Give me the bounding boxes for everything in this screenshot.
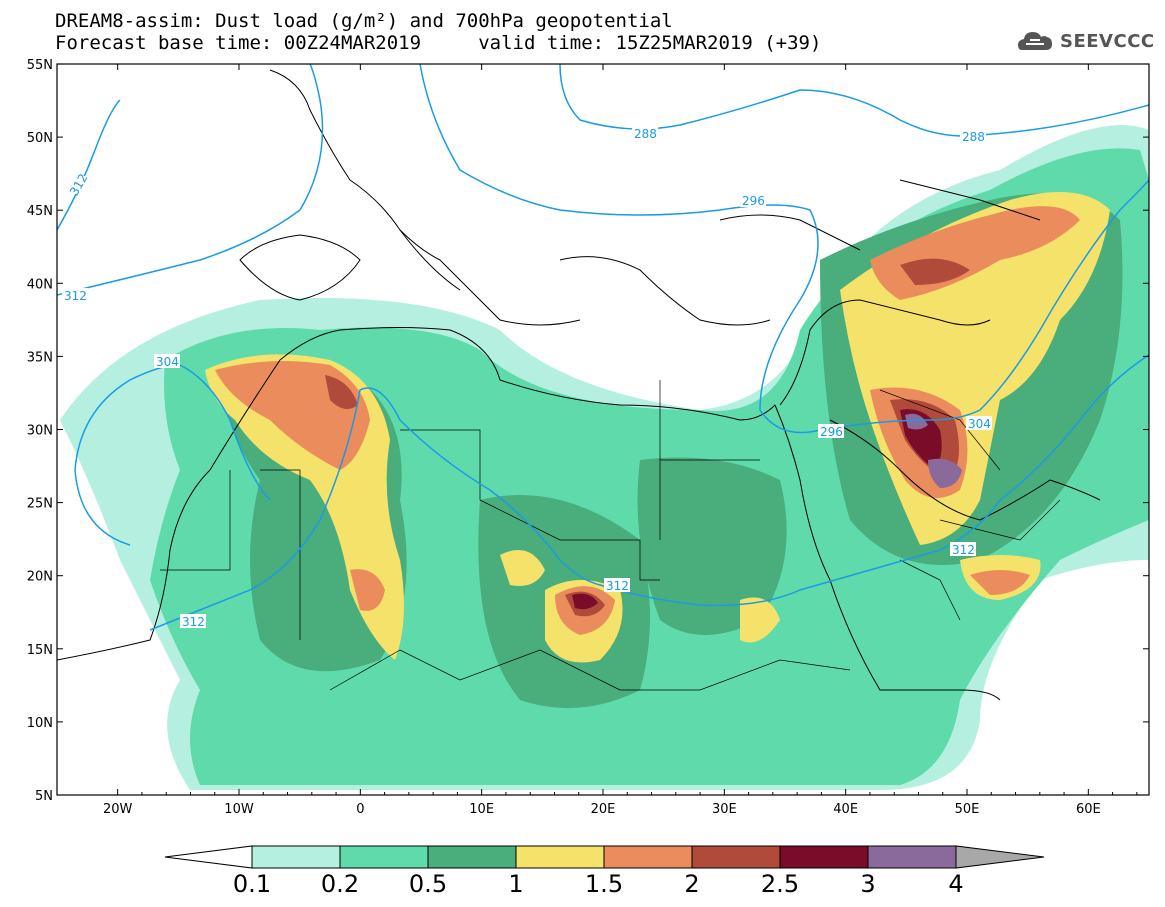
lat-tick-label: 10N (27, 716, 53, 731)
dust-shade-3 (928, 458, 962, 488)
colorbar-high-triangle (955, 845, 1045, 869)
lat-tick-label: 30N (27, 424, 53, 439)
contour-label: 312 (606, 579, 629, 593)
lon-tick-label: 10W (224, 802, 254, 817)
dust-field (60, 125, 1149, 790)
colorbar-swatch (339, 845, 429, 869)
lon-tick-label: 40E (833, 802, 858, 817)
lon-tick-label: 60E (1076, 802, 1101, 817)
colorbar-level-label: 0.5 (408, 870, 448, 898)
colorbar-level-label: 1 (508, 870, 524, 898)
colorbar-swatch (603, 845, 693, 869)
colorbar-level-label: 3 (860, 870, 876, 898)
dust-shade-1 (740, 597, 780, 643)
political-borders (160, 380, 1061, 691)
dust-shade-1 (500, 550, 545, 586)
dust-shade-3 (905, 413, 928, 430)
contour-label: 312 (64, 289, 87, 303)
latitude-axis: 5N 10N 15N 20N 25N 30N 35N 40N 45N 50N 55N (27, 58, 1149, 804)
lat-tick-label: 45N (27, 204, 53, 219)
colorbar-level-label: 0.2 (320, 870, 360, 898)
dust-shade-1.5 (350, 569, 385, 611)
dust-shade-1.5 (970, 570, 1030, 595)
contour-label: 304 (156, 355, 179, 369)
colorbar-level-label: 2 (684, 870, 700, 898)
longitude-axis: 20W 10W 0 10E 20E 30E 40E 50E 60E (103, 64, 1138, 817)
dust-shade-2 (325, 375, 358, 409)
coastlines (57, 69, 1101, 701)
logo-text: SEEVCCC (1060, 31, 1155, 52)
map-title: DREAM8-assim: Dust load (g/m²) and 700hP… (55, 10, 673, 32)
lat-tick-label: 5N (35, 789, 53, 804)
contour-label: 296 (820, 425, 843, 439)
lat-tick-label: 50N (27, 131, 53, 146)
lat-tick-label: 15N (27, 643, 53, 658)
lon-tick-label: 30E (712, 802, 737, 817)
lat-tick-label: 55N (27, 58, 53, 73)
colorbar-swatch (427, 845, 517, 869)
colorbar-low-triangle (164, 845, 253, 869)
lon-tick-label: 20W (103, 802, 133, 817)
contour-label: 312 (182, 615, 205, 629)
contour-labels: 312 312 304 312 288 288 296 296 304 312 … (62, 126, 992, 629)
dust-shade-0.5 (637, 457, 787, 635)
lon-tick-label: 0 (356, 802, 364, 817)
colorbar-swatch (515, 845, 605, 869)
contour-label: 296 (742, 194, 765, 208)
dust-shade-2.5 (572, 593, 598, 610)
dust-shade-2 (900, 258, 970, 285)
cloud-icon (1018, 32, 1052, 50)
contour-label: 312 (952, 543, 975, 557)
colorbar-level-label: 1.5 (584, 870, 624, 898)
lat-tick-label: 40N (27, 277, 53, 292)
colorbar-level-label: 0.1 (232, 870, 272, 898)
lon-tick-label: 20E (591, 802, 616, 817)
colorbar (164, 845, 1045, 869)
lat-tick-label: 25N (27, 497, 53, 512)
colorbar-swatch (691, 845, 781, 869)
contour-label: 288 (962, 130, 985, 144)
lat-tick-label: 20N (27, 570, 53, 585)
colorbar-level-label: 2.5 (760, 870, 800, 898)
contour-label: 288 (634, 127, 657, 141)
colorbar-swatch (779, 845, 869, 869)
geopotential-contours (57, 64, 1149, 631)
contour-label: 304 (968, 417, 991, 431)
lon-tick-label: 50E (955, 802, 980, 817)
colorbar-swatch (251, 845, 341, 869)
colorbar-level-label: 4 (948, 870, 964, 898)
lon-tick-label: 10E (469, 802, 494, 817)
forecast-time-line: Forecast base time: 00Z24MAR2019 valid t… (55, 32, 822, 54)
lat-tick-label: 35N (27, 350, 53, 365)
colorbar-swatch (867, 845, 957, 869)
